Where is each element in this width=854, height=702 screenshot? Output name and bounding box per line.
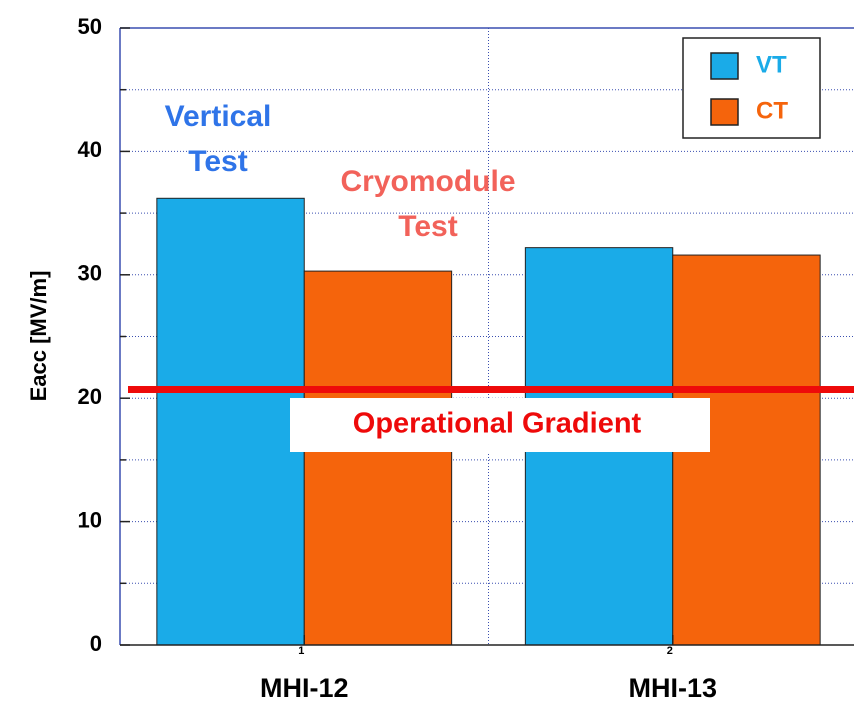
legend-label: CT (756, 97, 788, 124)
y-tick-label: 20 (78, 384, 102, 409)
y-tick-label: 50 (78, 14, 102, 39)
x-tick-label: 1 (298, 645, 304, 657)
legend-swatch (710, 52, 739, 80)
y-tick-label: 30 (78, 261, 102, 286)
annotation: Test (398, 210, 457, 243)
legend-label: VT (756, 51, 787, 78)
y-axis-label: Eacc [MV/m] (26, 271, 51, 402)
annotation-box (290, 398, 710, 452)
annotation: Vertical (165, 100, 272, 133)
y-tick-label: 0 (90, 631, 102, 656)
reference-label: Operational Gradient (353, 408, 642, 440)
annotation: Cryomodule (340, 165, 515, 198)
legend-swatch (710, 98, 739, 126)
category-label: MHI-12 (260, 673, 349, 702)
bar (303, 270, 453, 646)
legend-box (682, 37, 821, 139)
y-tick-label: 40 (78, 137, 102, 162)
annotation: Test (188, 145, 247, 178)
category-label: MHI-13 (628, 673, 717, 702)
y-tick-label: 10 (78, 507, 102, 532)
x-tick-label: 2 (667, 645, 673, 657)
bar (156, 197, 305, 646)
